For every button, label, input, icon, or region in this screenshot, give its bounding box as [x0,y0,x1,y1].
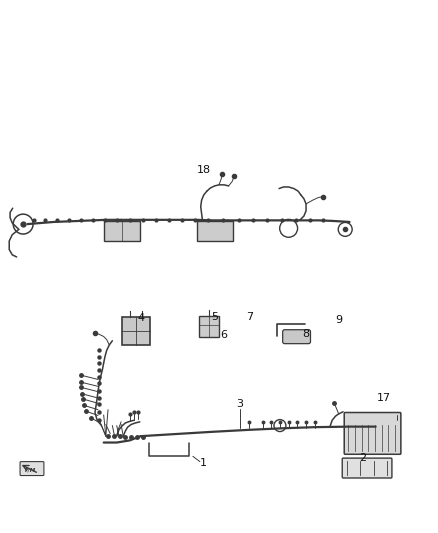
Text: 9: 9 [335,314,342,325]
FancyBboxPatch shape [20,462,44,475]
Text: 6: 6 [220,330,227,341]
Text: F/M: F/M [25,467,37,472]
Text: 17: 17 [376,393,391,403]
Bar [122,317,150,345]
Text: 2: 2 [359,454,366,463]
Text: 4: 4 [137,313,144,324]
FancyBboxPatch shape [344,413,401,454]
Text: 5: 5 [211,312,218,322]
Text: 7: 7 [246,312,253,322]
Text: 8: 8 [303,329,310,340]
Bar [199,316,219,337]
FancyBboxPatch shape [283,330,311,344]
Text: 1: 1 [200,458,207,467]
FancyBboxPatch shape [342,458,392,478]
Text: 18: 18 [197,165,211,175]
Bar [198,221,233,241]
Text: 3: 3 [237,399,244,409]
Bar [104,221,140,241]
